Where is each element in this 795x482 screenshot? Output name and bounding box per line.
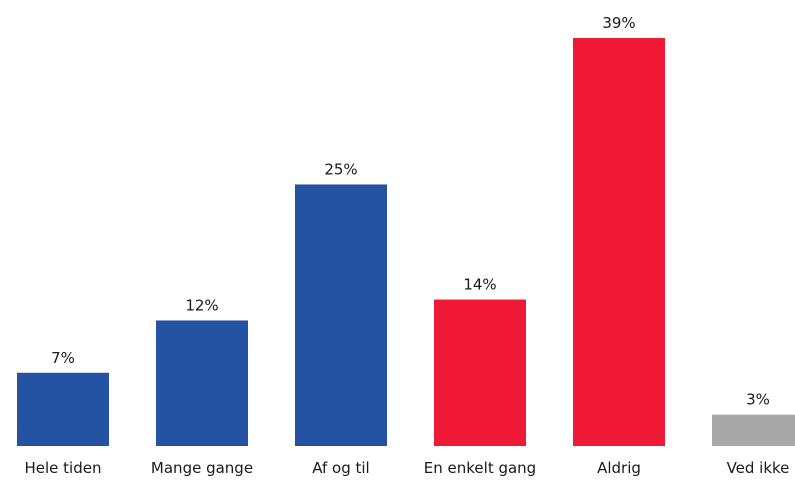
category-label-2: Mange gange (151, 459, 253, 477)
value-label-2: 12% (185, 296, 218, 314)
category-label-5: Aldrig (597, 459, 641, 477)
category-label-1: Hele tiden (25, 459, 102, 477)
bar-3 (295, 184, 387, 446)
bar-group (17, 38, 795, 446)
bar-6 (712, 414, 795, 446)
category-label-6: Ved ikke (727, 459, 790, 477)
category-label-group: Hele tiden Mange gange Af og til En enkelt … (25, 459, 790, 477)
value-label-5: 39% (602, 14, 635, 32)
value-label-1: 7% (51, 349, 75, 367)
value-label-3: 25% (324, 160, 357, 178)
value-label-4: 14% (463, 276, 496, 294)
bar-1 (17, 372, 109, 446)
bar-4 (434, 299, 526, 446)
value-label-group: 7% 12% 25% 14% 39% 3% (51, 14, 770, 409)
category-label-4: En enkelt gang (424, 459, 536, 477)
bar-2 (156, 320, 248, 446)
bar-5 (573, 38, 665, 446)
value-label-6: 3% (746, 391, 770, 409)
category-label-3: Af og til (312, 459, 369, 477)
